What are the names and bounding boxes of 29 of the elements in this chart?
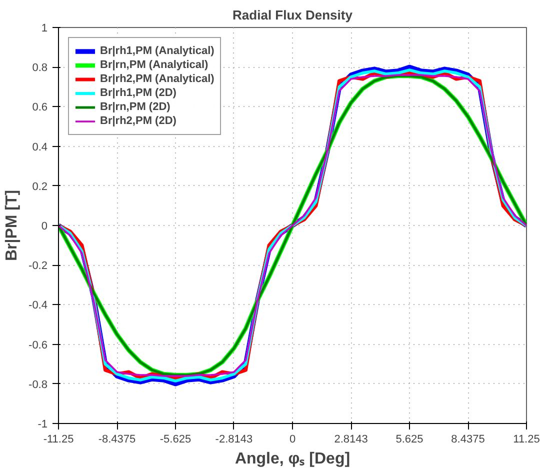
x-tick-label: 5.625 — [396, 434, 424, 446]
y-tick-label: -0.2 — [28, 260, 48, 272]
x-tick-label: -5.625 — [160, 434, 192, 446]
y-tick-label: 1 — [41, 22, 48, 34]
legend-label: Br|rn,PM (Analytical) — [100, 58, 208, 72]
x-tick-label: 0 — [289, 434, 296, 446]
y-tick-label: 0 — [41, 220, 48, 232]
legend-label: Br|rh1,PM (Analytical) — [100, 44, 214, 58]
x-tick-label: 8.4375 — [451, 434, 485, 446]
y-tick-label: 0.6 — [32, 102, 48, 114]
x-tick-label: -11.25 — [43, 434, 74, 446]
legend-label: Br|rh1,PM (2D) — [100, 86, 176, 100]
y-tick-label: 0.2 — [32, 180, 48, 193]
y-axis-title: Br|PM [T] — [4, 190, 21, 262]
x-axis-title: Angle, φₛ [Deg] — [234, 450, 350, 468]
x-tick-label: 11.25 — [513, 434, 540, 446]
chart-title: Radial Flux Density — [232, 8, 354, 22]
y-tick-label: -1 — [38, 418, 48, 430]
legend-label: Br|rn,PM (2D) — [100, 100, 170, 114]
x-tick-label: -2.8143 — [215, 434, 253, 446]
legend-label: Br|rh2,PM (2D) — [100, 114, 176, 128]
y-tick-label: -0.6 — [28, 339, 48, 352]
y-tick-label: 0.4 — [32, 141, 48, 154]
legend-label: Br|rh2,PM (Analytical) — [100, 72, 214, 86]
y-tick-label: -0.8 — [28, 378, 48, 391]
y-tick-label: -0.4 — [28, 300, 48, 312]
x-tick-label: 2.8143 — [334, 434, 368, 446]
x-tick-label: -8.4375 — [98, 434, 136, 446]
y-tick-label: 0.8 — [32, 62, 48, 74]
